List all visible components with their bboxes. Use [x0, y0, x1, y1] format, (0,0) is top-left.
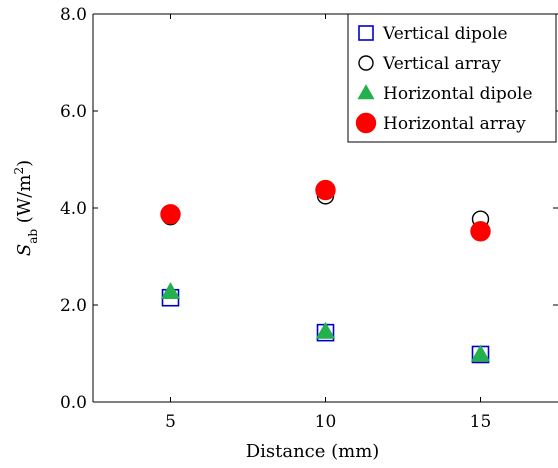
legend-label: Horizontal dipole [383, 84, 533, 104]
point-horizontal-dipole [470, 344, 491, 362]
axes: 5 10 15 0.0 2.0 4.0 6.0 8.0 Distance (mm) Sab (W/… [12, 5, 558, 462]
x-tick-label: 15 [470, 412, 492, 432]
point-horizontal-array [470, 221, 491, 242]
x-tick-label: 10 [315, 412, 337, 432]
point-horizontal-array [315, 179, 336, 201]
data-marks [160, 179, 491, 364]
y-tick-label: 0.0 [60, 393, 87, 413]
legend-marker-horizontal-array [355, 112, 377, 134]
legend-marker-vertical-dipole [358, 25, 374, 41]
legend-box [347, 13, 557, 143]
legend-marker-horizontal-dipole [357, 84, 375, 100]
legend-label: Horizontal array [383, 114, 526, 134]
y-tick-label: 2.0 [60, 296, 87, 316]
point-horizontal-dipole [315, 321, 336, 339]
y-tick-label: 6.0 [60, 102, 87, 122]
legend-label: Vertical array [382, 54, 501, 74]
x-axis-label: Distance (mm) [246, 441, 380, 462]
legend: Vertical dipole Vertical array Horizontal … [347, 13, 557, 143]
legend-label: Vertical dipole [382, 24, 508, 44]
y-tick-label: 8.0 [60, 5, 87, 25]
point-horizontal-array [160, 204, 181, 225]
x-tick-label: 5 [165, 412, 176, 432]
point-horizontal-dipole [160, 282, 181, 300]
legend-marker-vertical-array [358, 55, 374, 71]
y-tick-label: 4.0 [60, 199, 87, 219]
y-axis-label: Sab (W/m2) [12, 160, 40, 256]
